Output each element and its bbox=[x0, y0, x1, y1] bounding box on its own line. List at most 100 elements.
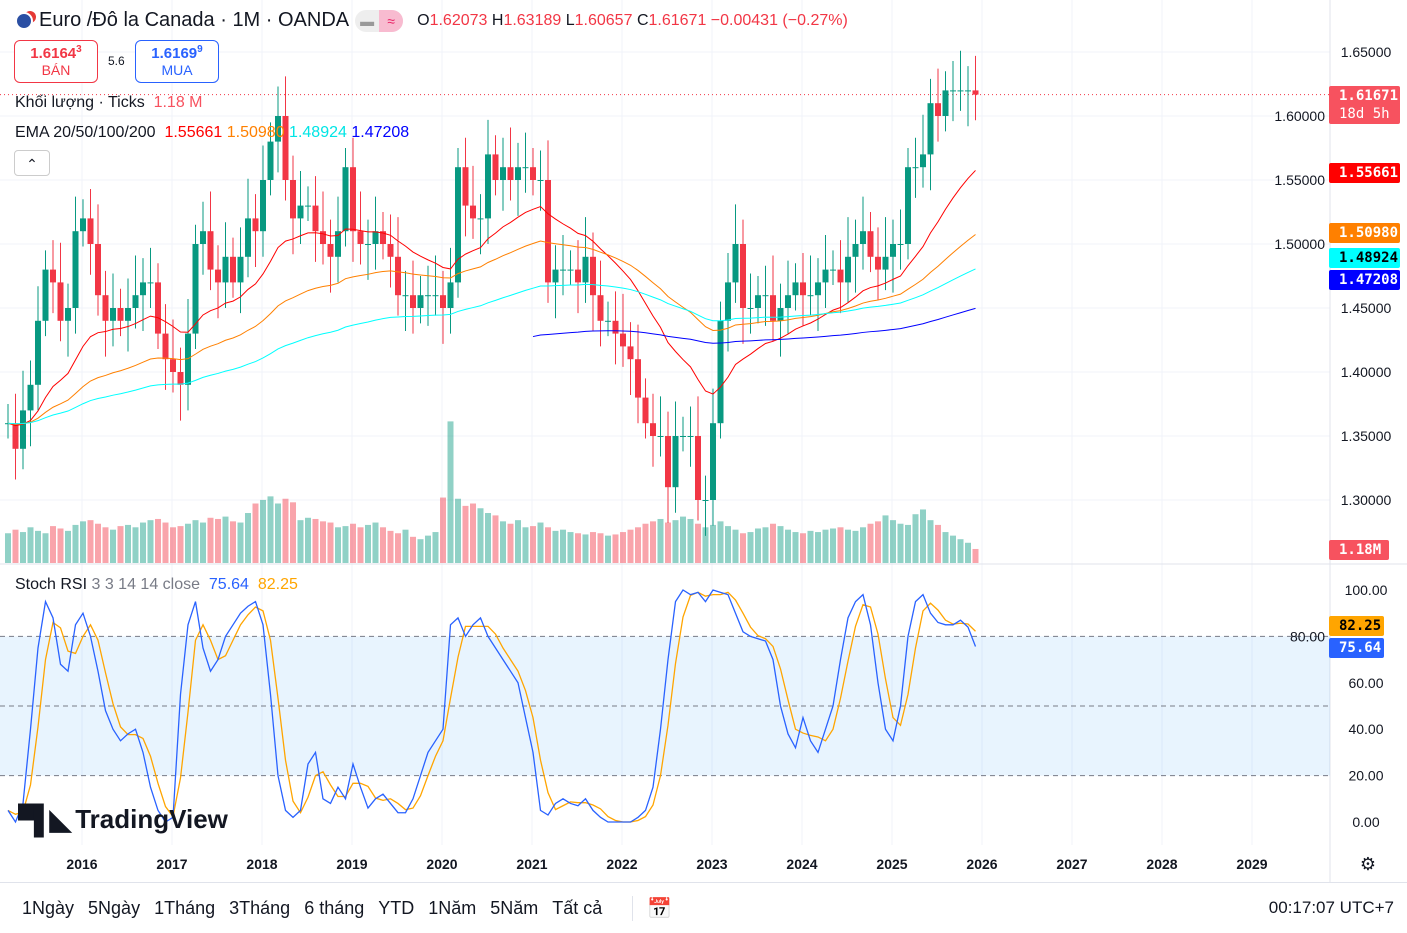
range-button[interactable]: 6 tháng bbox=[304, 897, 365, 918]
range-button[interactable]: 3Tháng bbox=[229, 897, 291, 918]
chart-settings-icon[interactable]: ⚙ bbox=[1360, 854, 1376, 874]
candle-body bbox=[222, 256, 229, 283]
candle-body bbox=[725, 282, 731, 321]
candle-body bbox=[125, 308, 131, 321]
candle-body bbox=[890, 244, 896, 257]
volume-bar bbox=[95, 523, 101, 563]
volume-bar bbox=[867, 523, 874, 563]
minus-icon: ▬ bbox=[360, 12, 375, 29]
volume-bar bbox=[507, 523, 514, 563]
candle-body bbox=[710, 423, 716, 500]
market-status-pill[interactable]: ▬ ≈ bbox=[355, 9, 404, 32]
candle-body bbox=[312, 205, 319, 232]
candle-body bbox=[522, 167, 529, 169]
volume-bar bbox=[87, 520, 94, 563]
volume-bar bbox=[627, 529, 634, 563]
stoch-rsi-legend[interactable]: Stoch RSI 3 3 14 14 close 75.64 82.25 bbox=[15, 576, 298, 593]
ema-legend[interactable]: EMA 20/50/100/200 1.55661 1.50980 1.4892… bbox=[15, 124, 410, 141]
volume-bar bbox=[672, 520, 679, 563]
volume-bar bbox=[222, 516, 229, 563]
candle-body bbox=[320, 231, 326, 244]
candle-body bbox=[42, 269, 49, 321]
candle-body bbox=[477, 218, 484, 220]
sell-button[interactable]: 1.61643 BÁN bbox=[14, 40, 98, 83]
range-button[interactable]: Tất cả bbox=[552, 897, 603, 918]
volume-bar bbox=[875, 521, 881, 563]
price-tick-label: 1.50000 bbox=[1274, 236, 1325, 252]
time-tick-label: 2025 bbox=[876, 856, 907, 872]
volume-bar bbox=[800, 533, 806, 563]
volume-bar bbox=[657, 518, 664, 563]
range-button[interactable]: 5Ngày bbox=[88, 897, 141, 918]
candle-body bbox=[545, 180, 551, 283]
volume-bar bbox=[365, 524, 371, 563]
candle-body bbox=[35, 320, 41, 385]
candle-body bbox=[612, 320, 619, 334]
volume-bar bbox=[290, 502, 296, 563]
volume-bar bbox=[170, 527, 176, 563]
volume-bar bbox=[687, 518, 694, 563]
candle-body bbox=[282, 116, 289, 180]
volume-bar bbox=[200, 522, 206, 563]
buy-button[interactable]: 1.61699 MUA bbox=[135, 40, 219, 83]
candle-body bbox=[747, 308, 754, 309]
volume-bar bbox=[342, 526, 349, 563]
volume-bar bbox=[912, 514, 919, 563]
stoch-tick-label: 60.00 bbox=[1348, 675, 1383, 691]
symbol-title[interactable]: Euro /Đô la Canada · 1M · OANDA ▬ ≈ O1.62… bbox=[15, 9, 848, 32]
candle-body bbox=[935, 103, 941, 116]
candle-body bbox=[170, 359, 176, 372]
range-button[interactable]: 1Tháng bbox=[154, 897, 216, 918]
goto-date-calendar-icon[interactable]: 📅 bbox=[632, 895, 672, 921]
volume-bar bbox=[725, 526, 731, 563]
volume-bar bbox=[312, 518, 319, 563]
range-button[interactable]: 1Ngày bbox=[22, 897, 75, 918]
tradingview-logo[interactable]: ▀▌◣ TradingView bbox=[18, 804, 228, 835]
volume-bar bbox=[282, 498, 289, 563]
candle-body bbox=[365, 244, 371, 245]
candle-body bbox=[852, 244, 859, 257]
candle-body bbox=[777, 308, 784, 321]
candle-body bbox=[335, 231, 341, 257]
candle-body bbox=[177, 372, 184, 385]
candle-body bbox=[155, 282, 161, 334]
clock-time[interactable]: 00:17:07 UTC+7 bbox=[1268, 898, 1394, 917]
candle-body bbox=[447, 282, 454, 308]
stoch-tick-label: 80.00 bbox=[1290, 628, 1325, 644]
volume-bar bbox=[807, 530, 814, 563]
candle-body bbox=[387, 244, 394, 257]
chart-canvas[interactable]: 2016 2017 2018 2019 2020 2021 2022 2023 2024 2025… bbox=[0, 0, 1407, 882]
candle-body bbox=[665, 436, 671, 488]
volume-bar bbox=[447, 421, 454, 563]
time-tick-label: 2023 bbox=[696, 856, 727, 872]
candle-body bbox=[567, 269, 574, 271]
ema200-line bbox=[532, 307, 976, 344]
volume-bar bbox=[927, 520, 934, 563]
volume-bar bbox=[140, 522, 146, 563]
range-button[interactable]: 1Năm bbox=[428, 897, 477, 918]
eur-cad-flag-icon bbox=[15, 11, 33, 30]
range-button[interactable]: YTD bbox=[378, 897, 415, 918]
candle-body bbox=[770, 295, 776, 321]
candle-body bbox=[597, 295, 604, 321]
volume-tag: 1.18M bbox=[1329, 540, 1389, 560]
collapse-legend-button[interactable]: ⌃ bbox=[14, 150, 50, 176]
candle-body bbox=[807, 295, 814, 297]
stoch-k-line bbox=[7, 589, 977, 824]
volume-bar bbox=[552, 530, 559, 563]
candle-body bbox=[552, 269, 559, 283]
volume-bar bbox=[590, 532, 596, 563]
candle-body bbox=[785, 295, 791, 308]
volume-bar bbox=[897, 523, 904, 563]
volume-bar bbox=[702, 527, 709, 563]
volume-bar bbox=[462, 505, 469, 563]
candle-body bbox=[762, 295, 769, 297]
stoch-d-line bbox=[7, 591, 976, 823]
candle-body bbox=[942, 90, 949, 116]
volume-legend[interactable]: Khối lượng · Ticks 1.18 M bbox=[15, 94, 203, 111]
range-button[interactable]: 5Năm bbox=[490, 897, 539, 918]
volume-bar bbox=[387, 530, 394, 563]
volume-bar bbox=[567, 532, 574, 563]
candle-body bbox=[882, 256, 889, 270]
time-tick-label: 2016 bbox=[66, 856, 97, 872]
